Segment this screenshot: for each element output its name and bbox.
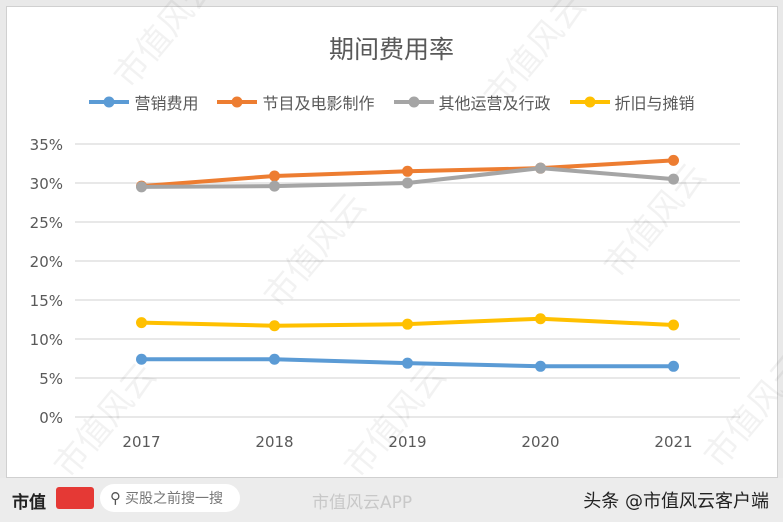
- data-point: [269, 170, 280, 182]
- data-point: [535, 360, 546, 372]
- y-tick-label: 20%: [30, 253, 63, 271]
- chart-card: [6, 6, 778, 478]
- y-tick-label: 0%: [39, 409, 63, 427]
- x-tick-label: 2021: [654, 433, 692, 451]
- data-point: [402, 177, 413, 189]
- x-tick-label: 2019: [388, 433, 426, 451]
- legend-item: 折旧与摊销: [569, 90, 695, 114]
- weibo-watermark: 市值风云APP: [312, 493, 413, 513]
- legend-marker-icon: [217, 96, 258, 108]
- data-point: [668, 360, 679, 372]
- x-tick-label: 2020: [521, 433, 559, 451]
- data-point: [402, 357, 413, 369]
- chart-title: 期间费用率: [328, 35, 454, 64]
- x-tick-label: 2017: [122, 433, 160, 451]
- data-point: [136, 353, 147, 365]
- search-icon: ⚲: [110, 489, 121, 507]
- legend-label: 营销费用: [134, 94, 199, 113]
- data-point: [668, 319, 679, 331]
- data-point: [668, 154, 679, 166]
- y-tick-label: 5%: [39, 370, 63, 388]
- data-point: [402, 318, 413, 330]
- watermark-text: 市值风云: [696, 346, 783, 476]
- legend-item: 营销费用: [88, 90, 198, 114]
- legend: 营销费用 节目及电影制作 其他运营及行政 折旧与摊销: [0, 90, 783, 114]
- watermark-text: 市值风云: [476, 0, 594, 116]
- legend-item: 节目及电影制作: [216, 90, 375, 114]
- y-tick-label: 10%: [30, 331, 63, 349]
- legend-item: 其他运营及行政: [393, 90, 551, 114]
- legend-label: 节目及电影制作: [262, 94, 375, 113]
- footer: 市值 ⚲ 买股之前搜一搜 市值风云APP 头条 @市值风云客户端: [0, 478, 783, 522]
- data-point: [269, 353, 280, 365]
- y-tick-label: 30%: [30, 175, 63, 193]
- search-box[interactable]: ⚲ 买股之前搜一搜: [100, 484, 240, 512]
- data-point: [269, 180, 280, 192]
- legend-label: 折旧与摊销: [614, 94, 695, 113]
- toutiao-credit: 头条 @市值风云客户端: [583, 491, 769, 512]
- legend-marker-icon: [569, 96, 610, 108]
- y-tick-label: 35%: [30, 136, 63, 154]
- watermark-text: 市值风云: [256, 186, 374, 316]
- y-tick-label: 15%: [30, 292, 63, 310]
- data-point: [136, 181, 147, 193]
- legend-marker-icon: [393, 96, 434, 108]
- x-tick-label: 2018: [255, 433, 293, 451]
- legend-label: 其他运营及行政: [438, 94, 551, 113]
- footer-logo: [56, 487, 94, 509]
- footer-brand: 市值: [12, 493, 46, 513]
- data-point: [535, 313, 546, 325]
- data-point: [535, 162, 546, 174]
- legend-marker-icon: [89, 96, 130, 108]
- watermark-text: 市值风云: [106, 0, 224, 96]
- data-point: [668, 173, 679, 185]
- data-point: [136, 317, 147, 329]
- data-point: [269, 320, 280, 332]
- y-tick-label: 25%: [30, 214, 63, 232]
- data-point: [402, 165, 413, 177]
- search-placeholder: 买股之前搜一搜: [125, 491, 223, 507]
- line-chart: 0% 5% 10% 15% 20% 25% 30% 35% 2017 2018 2019 2020 20…: [30, 0, 783, 478]
